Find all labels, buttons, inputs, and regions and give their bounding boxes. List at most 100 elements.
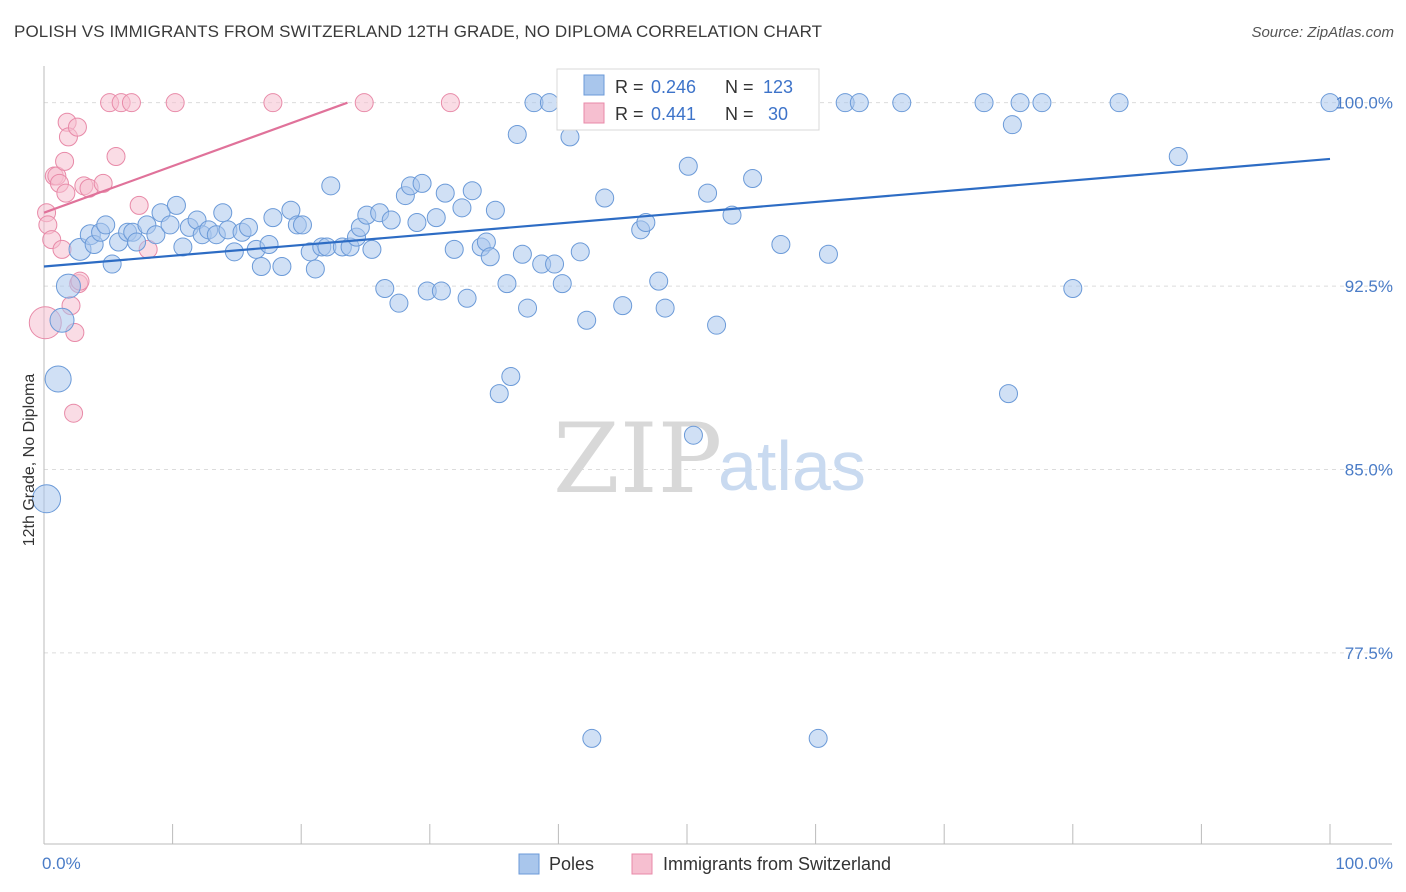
poles-point-2 — [49, 307, 75, 333]
poles-point-17 — [160, 215, 180, 235]
poles-point-37 — [292, 215, 312, 235]
y-tick-label-1: 92.5% — [1345, 277, 1393, 296]
y-tick-labels: 100.0% 92.5% 85.0% 77.5% — [1335, 94, 1393, 663]
poles-point-59 — [431, 281, 451, 301]
poles-point-112 — [892, 93, 912, 113]
poles-point-62 — [452, 198, 472, 218]
swiss-point-30 — [440, 93, 460, 113]
swiss-point-8 — [55, 151, 75, 171]
x-tick-labels: 0.0% 100.0% — [42, 854, 1393, 873]
poles-point-48 — [362, 239, 382, 259]
legend-r-value-poles: 0.246 — [651, 77, 696, 97]
poles-point-77 — [539, 93, 559, 113]
poles-point-25 — [213, 203, 233, 223]
trend-lines — [43, 101, 1331, 268]
poles-point-68 — [485, 200, 505, 220]
poles-point-34 — [272, 257, 292, 277]
poles-point-79 — [552, 274, 572, 294]
poles-point-8 — [96, 215, 116, 235]
poles-point-117 — [1032, 93, 1052, 113]
poles-point-13 — [127, 232, 147, 252]
poles-trend-line — [43, 157, 1331, 268]
poles-point-39 — [305, 259, 325, 279]
poles-point-74 — [518, 298, 538, 318]
poles-point-115 — [1002, 115, 1022, 135]
swiss-point-22 — [106, 146, 126, 166]
swiss-point-15 — [67, 117, 87, 137]
legend-n-value-swiss: 30 — [768, 104, 788, 124]
series-immigrants-from-switzerland — [28, 93, 460, 423]
poles-point-81 — [570, 242, 590, 262]
watermark-zip: ZIP — [553, 403, 722, 515]
swiss-point-13 — [64, 403, 84, 423]
legend-n-label-poles: N = — [725, 77, 754, 97]
poles-point-97 — [683, 425, 703, 445]
poles-point-29 — [238, 217, 258, 237]
poles-point-19 — [173, 237, 193, 257]
poles-point-116 — [1010, 93, 1030, 113]
poles-point-120 — [1168, 146, 1188, 166]
poles-point-64 — [462, 181, 482, 201]
poles-point-9 — [102, 254, 122, 274]
series-poles — [32, 93, 1340, 748]
legend-box: R = 0.246 N = 123 R = 0.441 N = 30 — [556, 68, 820, 131]
watermark-atlas: atlas — [718, 427, 866, 505]
poles-point-50 — [375, 279, 395, 299]
axes — [43, 66, 1392, 845]
poles-point-93 — [655, 298, 675, 318]
swiss-point-27 — [165, 93, 185, 113]
poles-point-33 — [263, 208, 283, 228]
swiss-trend-line — [43, 101, 348, 214]
poles-point-1 — [44, 365, 72, 393]
poles-point-101 — [707, 315, 727, 335]
poles-point-51 — [381, 210, 401, 230]
poles-point-78 — [545, 254, 565, 274]
y-axis-label: 12th Grade, No Diploma — [21, 374, 38, 547]
poles-point-114 — [999, 384, 1018, 404]
swiss-point-28 — [263, 93, 283, 113]
poles-point-42 — [321, 176, 341, 196]
bottom-legend-swatch-swiss — [631, 853, 653, 875]
poles-point-71 — [501, 367, 521, 387]
poles-point-90 — [636, 212, 656, 232]
poles-point-107 — [771, 234, 791, 254]
poles-point-60 — [435, 183, 455, 203]
y-tick-label-0: 100.0% — [1335, 94, 1393, 113]
poles-point-108 — [808, 728, 828, 748]
watermark: ZIP atlas — [553, 403, 866, 515]
poles-point-72 — [507, 124, 527, 144]
legend-r-label-poles: R = — [615, 77, 644, 97]
x-tick-label-0: 0.0% — [42, 854, 81, 873]
legend-r-value-swiss: 0.441 — [651, 104, 696, 124]
bottom-legend-swatch-poles — [518, 853, 540, 875]
poles-point-15 — [146, 225, 166, 245]
swiss-point-25 — [129, 195, 149, 215]
legend-n-label-swiss: N = — [725, 104, 754, 124]
bottom-legend: Poles Immigrants from Switzerland — [518, 853, 891, 875]
poles-point-109 — [818, 244, 838, 264]
poles-point-102 — [722, 205, 742, 225]
poles-point-121 — [1320, 93, 1340, 113]
poles-point-85 — [595, 188, 615, 208]
poles-point-82 — [577, 310, 597, 330]
y-tick-label-3: 77.5% — [1345, 644, 1393, 663]
poles-point-83 — [582, 728, 602, 748]
poles-point-111 — [849, 93, 869, 113]
bottom-legend-label-swiss: Immigrants from Switzerland — [663, 854, 891, 874]
grid-lines — [44, 102, 1392, 654]
swiss-point-9 — [56, 183, 76, 203]
x-tick-label-1: 100.0% — [1335, 854, 1393, 873]
poles-point-58 — [426, 208, 446, 228]
poles-point-18 — [166, 195, 186, 215]
legend-swatch-swiss — [583, 102, 605, 124]
poles-point-119 — [1109, 93, 1129, 113]
poles-point-32 — [259, 234, 279, 254]
poles-point-118 — [1063, 279, 1083, 299]
poles-point-3 — [55, 273, 81, 299]
legend-n-value-poles: 123 — [763, 77, 793, 97]
poles-point-99 — [698, 183, 718, 203]
poles-point-70 — [497, 274, 517, 294]
poles-point-31 — [251, 257, 271, 277]
source-credit: Source: ZipAtlas.com — [1251, 24, 1394, 41]
